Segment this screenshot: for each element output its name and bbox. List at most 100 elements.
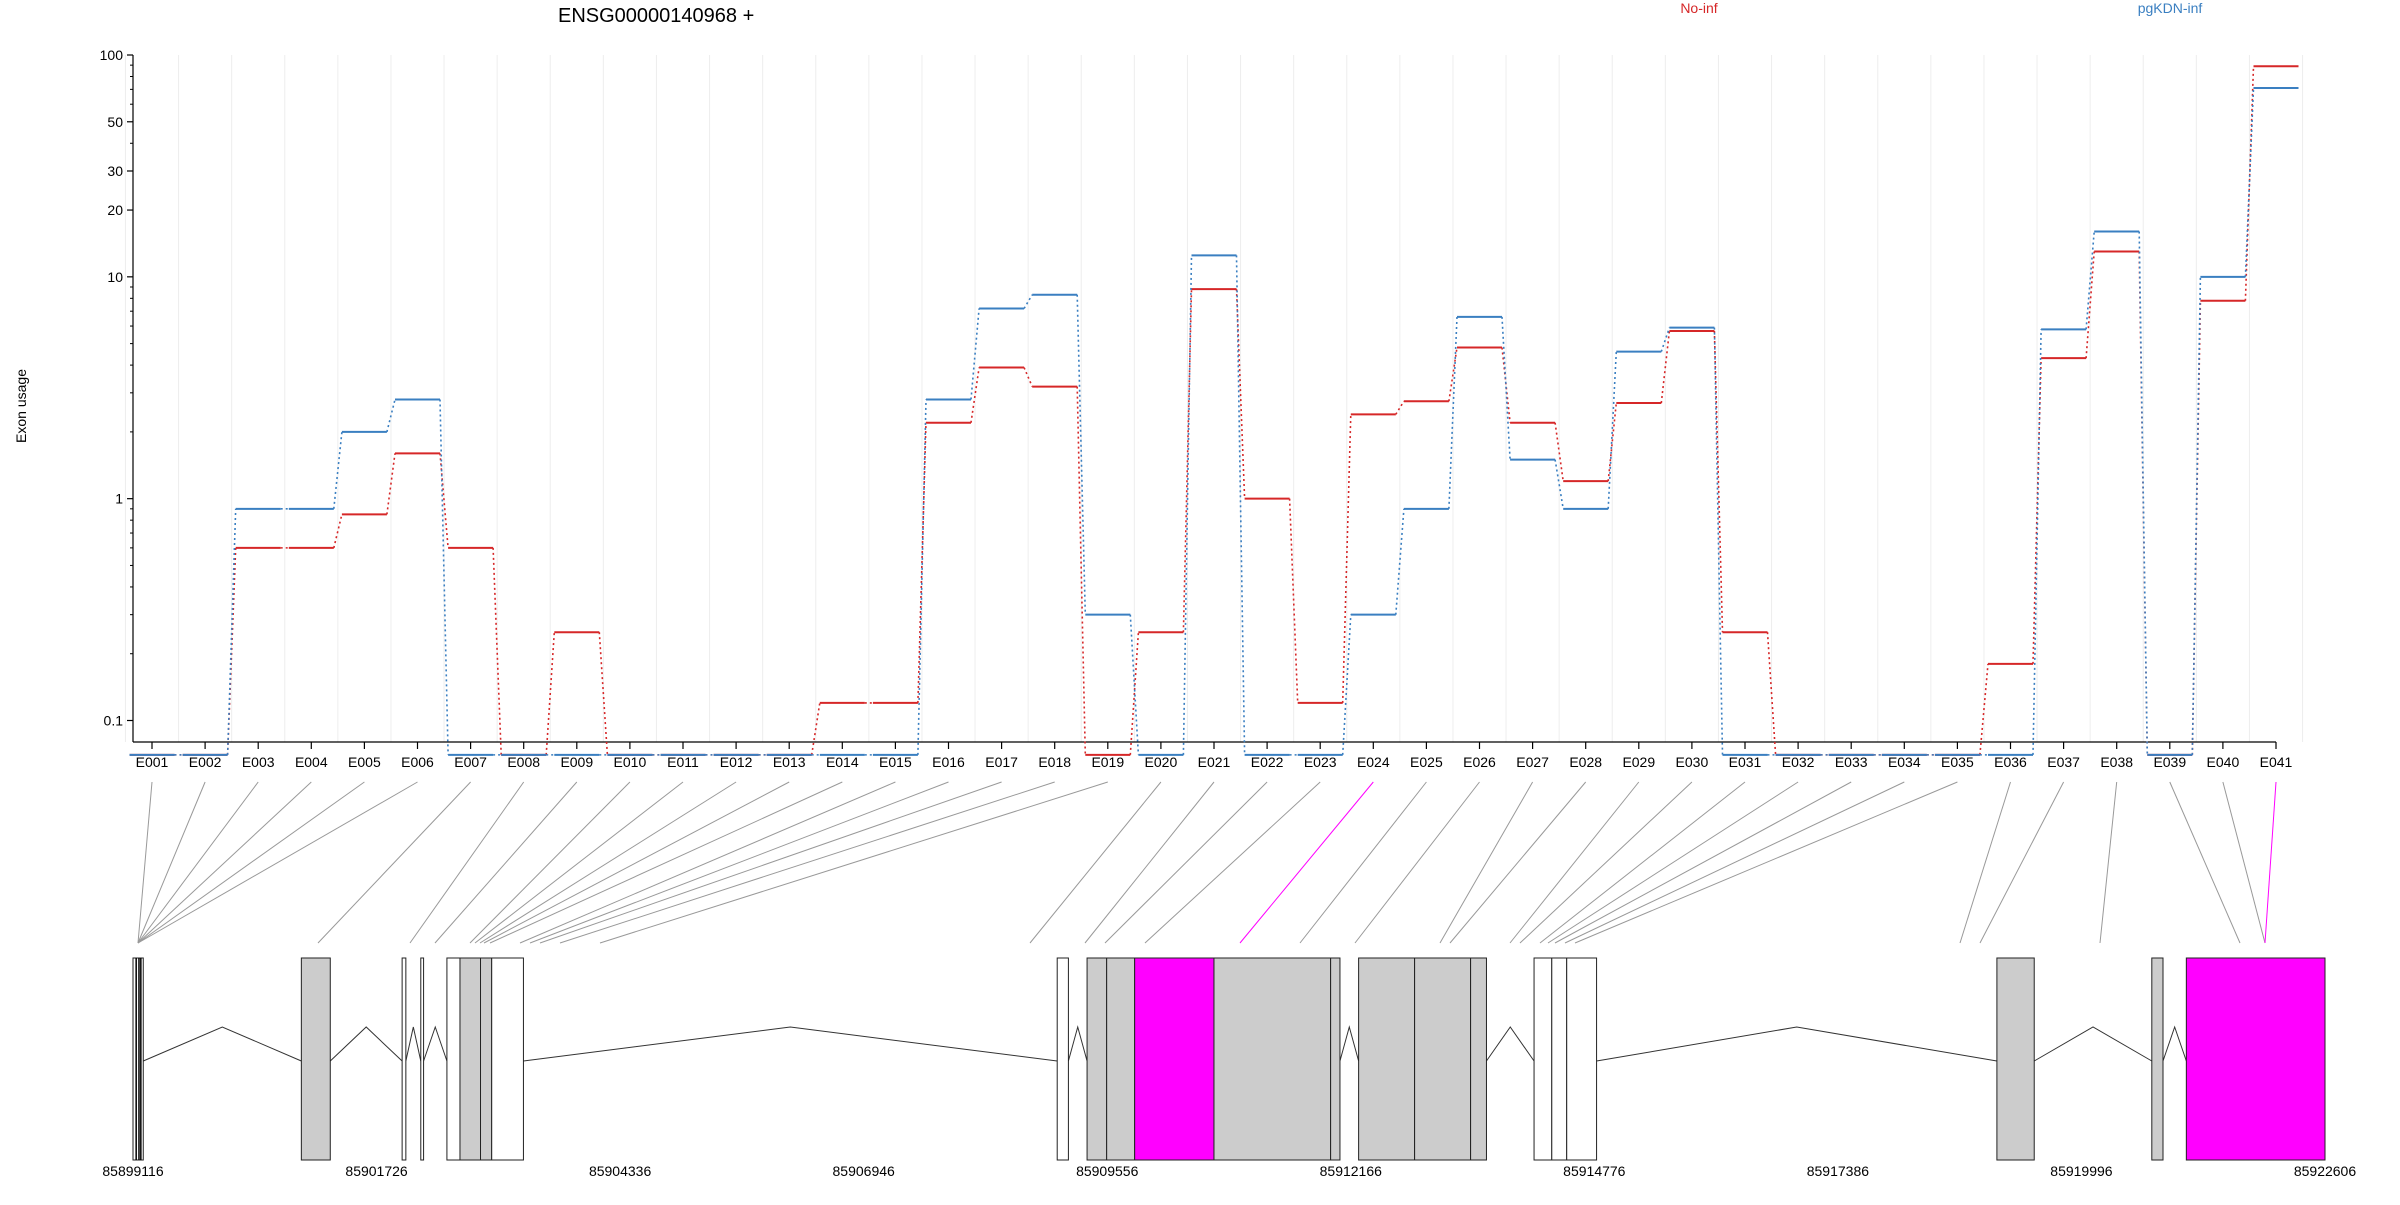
x-tick-label-e015: E015 [879,754,912,770]
y-tick-label: 0.1 [104,713,124,729]
x-tick-label-e028: E028 [1569,754,1602,770]
series-connector-pgkdn-inf [1341,614,1352,755]
chart-title: ENSG00000140968 + [558,5,754,27]
series-connector-pgkdn-inf [1182,255,1193,755]
exon-connector-e036 [1959,781,2011,944]
series-connector-pgkdn-inf [1660,327,1671,352]
series-connector-pgkdn-inf [226,508,237,755]
x-tick-label-e022: E022 [1251,754,1284,770]
exon-connector-e029 [1509,781,1640,944]
series-connector-pgkdn-inf [1448,316,1458,509]
series-connector-no-inf [1182,289,1193,633]
exon-connector-e014 [489,781,843,944]
intron-line [1067,1025,1088,1062]
x-tick-label-e040: E040 [2207,754,2240,770]
exon-connector-e030 [1519,781,1693,944]
exon-connector-e002 [137,781,206,944]
exon-block [1566,957,1598,1161]
genomic-tick-label: 85922606 [2294,1163,2357,1179]
x-tick-label-e021: E021 [1198,754,1231,770]
series-connector-no-inf [1607,402,1618,482]
series-connector-pgkdn-inf [1235,255,1246,755]
intron-line [1339,1025,1360,1062]
genomic-tick-label: 85912166 [1320,1163,1383,1179]
series-connector-no-inf [970,367,980,423]
exon-connector-e023 [1144,781,1321,944]
x-tick-label-e002: E002 [189,754,222,770]
exon-connector-e040 [2222,781,2266,944]
series-connector-no-inf [333,514,343,549]
series-connector-no-inf [1713,330,1724,633]
x-tick-label-e038: E038 [2100,754,2133,770]
exon-block [1470,957,1487,1161]
exon-block [1996,957,2035,1161]
x-tick-label-e017: E017 [985,754,1018,770]
x-tick-label-e024: E024 [1357,754,1390,770]
exon-block [132,957,144,1161]
exon-connector-e001 [137,781,153,944]
exon-connector-e021 [1084,781,1215,944]
genomic-tick-label: 85904336 [589,1163,652,1179]
x-tick-label-e041: E041 [2260,754,2293,770]
exon-connector-e027 [1439,781,1534,944]
series-connector-pgkdn-inf [970,308,980,400]
exon-connector-e039 [2169,781,2241,944]
exon-connector-e004 [137,781,312,944]
exon-block [2151,957,2164,1161]
series-connector-no-inf [1076,386,1087,755]
series-connector-pgkdn-inf [2085,231,2095,330]
x-tick-label-e030: E030 [1676,754,1709,770]
x-tick-label-e001: E001 [136,754,169,770]
y-tick-label: 30 [107,163,123,179]
series-connector-no-inf [1288,498,1299,703]
series-connector-no-inf [598,632,609,755]
exon-connector-e026 [1354,781,1480,944]
intron-line [2162,1025,2187,1062]
series-connector-no-inf [2032,358,2042,664]
series-connector-pgkdn-inf [1607,351,1618,509]
intron-line [405,1026,422,1062]
exon-block [1213,957,1332,1161]
exon-connector-e016 [529,781,949,944]
axes: 0.1 1 10 20 30 50 100 E001 E002 E003 E004 E005 E006 E… [100,47,2293,770]
x-tick-label-e009: E009 [560,754,593,770]
x-tick-label-e025: E025 [1410,754,1443,770]
series-connector-pgkdn-inf [1129,614,1140,755]
y-tick-label: 20 [107,202,123,218]
exon-block [420,957,425,1161]
exon-connector-e018 [559,781,1055,944]
series-connector-pgkdn-inf [2244,87,2255,277]
x-tick-label-e012: E012 [720,754,753,770]
series-connector-no-inf [1341,414,1352,703]
exon-connector-e010 [469,781,631,944]
series-connector-pgkdn-inf [1076,294,1087,615]
x-tick-label-e018: E018 [1038,754,1071,770]
intron-line [423,1025,448,1062]
intron-line [1486,1026,1535,1062]
exon-connector-e011 [474,781,684,944]
x-tick-label-e007: E007 [454,754,487,770]
x-tick-label-e036: E036 [1994,754,2027,770]
x-tick-label-e006: E006 [401,754,434,770]
x-tick-label-e016: E016 [932,754,965,770]
exon-connector-e019 [599,781,1108,944]
exon-connector-e008 [409,781,525,944]
series-connector-no-inf [386,453,396,515]
genomic-tick-label: 85899116 [102,1163,163,1179]
series-connector-no-inf [1129,632,1140,755]
intron-line [143,1026,302,1062]
y-tick-label: 10 [107,269,123,285]
x-tick-label-e020: E020 [1145,754,1178,770]
x-tick-label-e033: E033 [1835,754,1868,770]
exon-connector-e013 [483,781,790,944]
x-tick-label-e029: E029 [1622,754,1655,770]
exon-block [1533,957,1553,1161]
x-tick-label-e034: E034 [1888,754,1921,770]
highlighted-exon-block [2185,957,2326,1161]
series-lines [129,65,2299,756]
exon-connector-e017 [539,781,1002,944]
exon-block [1056,957,1069,1161]
series-connector-pgkdn-inf [1501,316,1511,460]
series-connector-pgkdn-inf [2032,329,2042,755]
genomic-tick-label: 85901726 [345,1163,408,1179]
